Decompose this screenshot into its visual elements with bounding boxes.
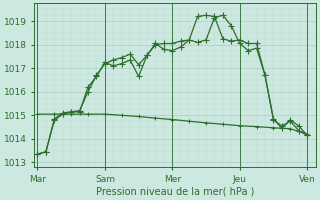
X-axis label: Pression niveau de la mer( hPa ): Pression niveau de la mer( hPa ) <box>96 187 254 197</box>
